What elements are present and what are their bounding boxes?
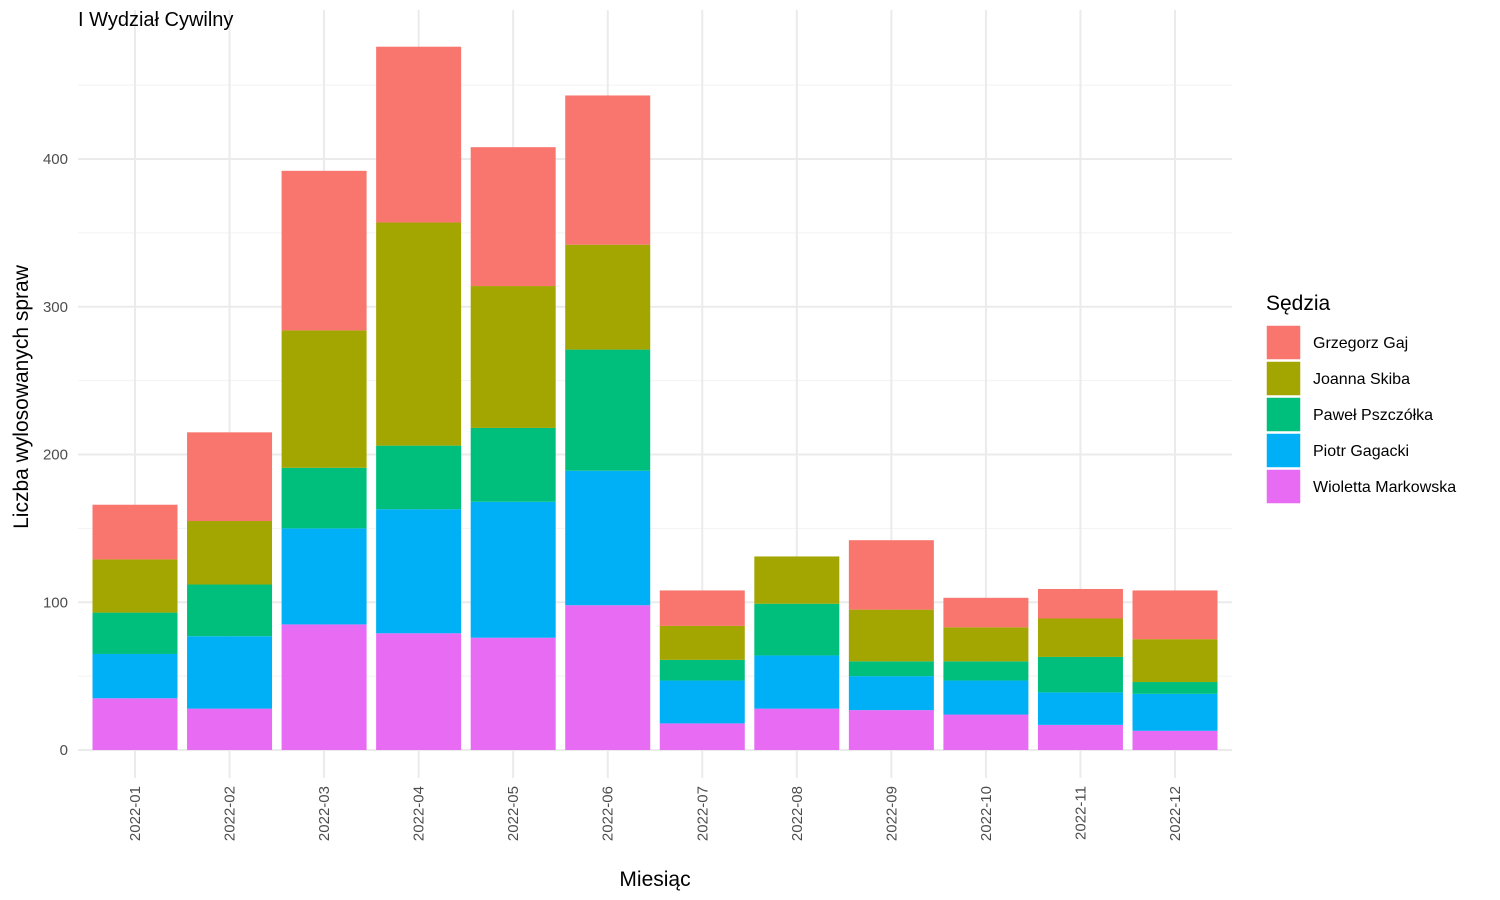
x-tick-label: 2022-01 bbox=[127, 786, 144, 841]
bar-segment bbox=[187, 432, 273, 521]
bar-segment bbox=[470, 427, 556, 502]
x-tick-label: 2022-08 bbox=[789, 786, 806, 841]
bar-segment bbox=[92, 698, 178, 750]
bar-segment bbox=[1037, 618, 1123, 657]
bar-segment bbox=[376, 509, 462, 634]
bar-segment bbox=[565, 605, 651, 750]
bar-segment bbox=[943, 661, 1029, 681]
bar-segment bbox=[470, 147, 556, 287]
legend-label: Grzegorz Gaj bbox=[1313, 335, 1408, 352]
bar-segment bbox=[281, 170, 367, 331]
x-tick-label: 2022-05 bbox=[505, 786, 522, 841]
legend-label: Wioletta Markowska bbox=[1313, 479, 1456, 496]
bar-segment bbox=[659, 723, 745, 750]
bar-segment bbox=[92, 559, 178, 613]
bar-segment bbox=[943, 627, 1029, 662]
chart-title: I Wydział Cywilny bbox=[78, 9, 233, 31]
bar-segment bbox=[1132, 693, 1218, 731]
bar-segment bbox=[187, 520, 273, 585]
bar-segment bbox=[376, 222, 462, 446]
legend-swatch bbox=[1265, 360, 1302, 397]
x-tick-label: 2022-04 bbox=[411, 786, 428, 841]
legend-title: Sędzia bbox=[1266, 292, 1331, 315]
bar-segment bbox=[1132, 639, 1218, 683]
bar-segment bbox=[943, 597, 1029, 628]
bar-segment bbox=[659, 659, 745, 681]
x-axis-ticks: 2022-01 2022-02 2022-03 2022-04 2022-05 2022-… bbox=[127, 786, 1184, 841]
bar-segment bbox=[281, 624, 367, 750]
x-axis-title: Miesiąc bbox=[619, 868, 690, 891]
legend-swatch bbox=[1265, 396, 1302, 433]
y-axis-ticks: 0 100 200 300 400 bbox=[43, 151, 68, 759]
bar-segment bbox=[92, 504, 178, 560]
x-tick-label: 2022-12 bbox=[1167, 786, 1184, 841]
bar-segment bbox=[565, 349, 651, 471]
y-tick-label: 200 bbox=[43, 447, 68, 464]
legend-label: Joanna Skiba bbox=[1313, 371, 1410, 388]
x-tick-label: 2022-10 bbox=[978, 786, 995, 841]
bar-segment bbox=[470, 501, 556, 638]
bar-segment bbox=[754, 603, 840, 656]
x-tick-label: 2022-09 bbox=[883, 786, 900, 841]
bar-segment bbox=[470, 286, 556, 428]
bar-segment bbox=[281, 528, 367, 625]
bar-segment bbox=[659, 680, 745, 724]
bar-segment bbox=[92, 653, 178, 699]
bar-segment bbox=[376, 633, 462, 750]
bar-segment bbox=[943, 714, 1029, 750]
bar-segment bbox=[754, 655, 840, 709]
bar-segment bbox=[1037, 588, 1123, 619]
bar-segment bbox=[659, 625, 745, 660]
bar-segment bbox=[754, 556, 840, 604]
bar-segment bbox=[281, 330, 367, 468]
legend-swatch bbox=[1265, 432, 1302, 469]
bar-segment bbox=[1132, 730, 1218, 750]
bar-segment bbox=[848, 661, 934, 677]
bar-segment bbox=[1037, 692, 1123, 725]
bar-segment bbox=[565, 244, 651, 350]
y-tick-label: 300 bbox=[43, 299, 68, 316]
bar-segment bbox=[92, 612, 178, 654]
y-tick-label: 100 bbox=[43, 594, 68, 611]
legend-swatch bbox=[1265, 324, 1302, 361]
x-tick-label: 2022-02 bbox=[222, 786, 239, 841]
bar-segment bbox=[848, 540, 934, 610]
bar-segment bbox=[1132, 590, 1218, 640]
x-tick-label: 2022-07 bbox=[694, 786, 711, 841]
bars bbox=[92, 46, 1218, 750]
bar-segment bbox=[1037, 724, 1123, 750]
legend-label: Piotr Gagacki bbox=[1313, 443, 1409, 460]
bar-segment bbox=[565, 95, 651, 245]
bar-segment bbox=[754, 708, 840, 750]
bar-segment bbox=[470, 637, 556, 750]
bar-segment bbox=[848, 710, 934, 750]
bar-segment bbox=[848, 676, 934, 711]
bar-segment bbox=[187, 584, 273, 637]
legend-label: Paweł Pszczółka bbox=[1313, 407, 1433, 424]
x-tick-label: 2022-06 bbox=[600, 786, 617, 841]
x-tick-label: 2022-03 bbox=[316, 786, 333, 841]
y-tick-label: 0 bbox=[60, 742, 68, 759]
bar-segment bbox=[848, 609, 934, 662]
legend: Sędzia Grzegorz Gaj Joanna Skiba Paweł Psz… bbox=[1265, 292, 1456, 505]
bar-segment bbox=[281, 467, 367, 529]
bar-segment bbox=[187, 708, 273, 750]
bar-segment bbox=[187, 636, 273, 709]
bar-segment bbox=[1037, 656, 1123, 693]
bar-segment bbox=[376, 445, 462, 510]
y-axis-title: Liczba wylosowanych spraw bbox=[10, 264, 33, 529]
x-tick-label: 2022-11 bbox=[1072, 786, 1089, 840]
bar-segment bbox=[659, 590, 745, 626]
bar-segment bbox=[943, 680, 1029, 715]
bar-segment bbox=[1132, 682, 1218, 694]
legend-swatch bbox=[1265, 468, 1302, 505]
y-tick-label: 400 bbox=[43, 151, 68, 168]
bar-segment bbox=[565, 470, 651, 606]
bar-segment bbox=[376, 46, 462, 223]
